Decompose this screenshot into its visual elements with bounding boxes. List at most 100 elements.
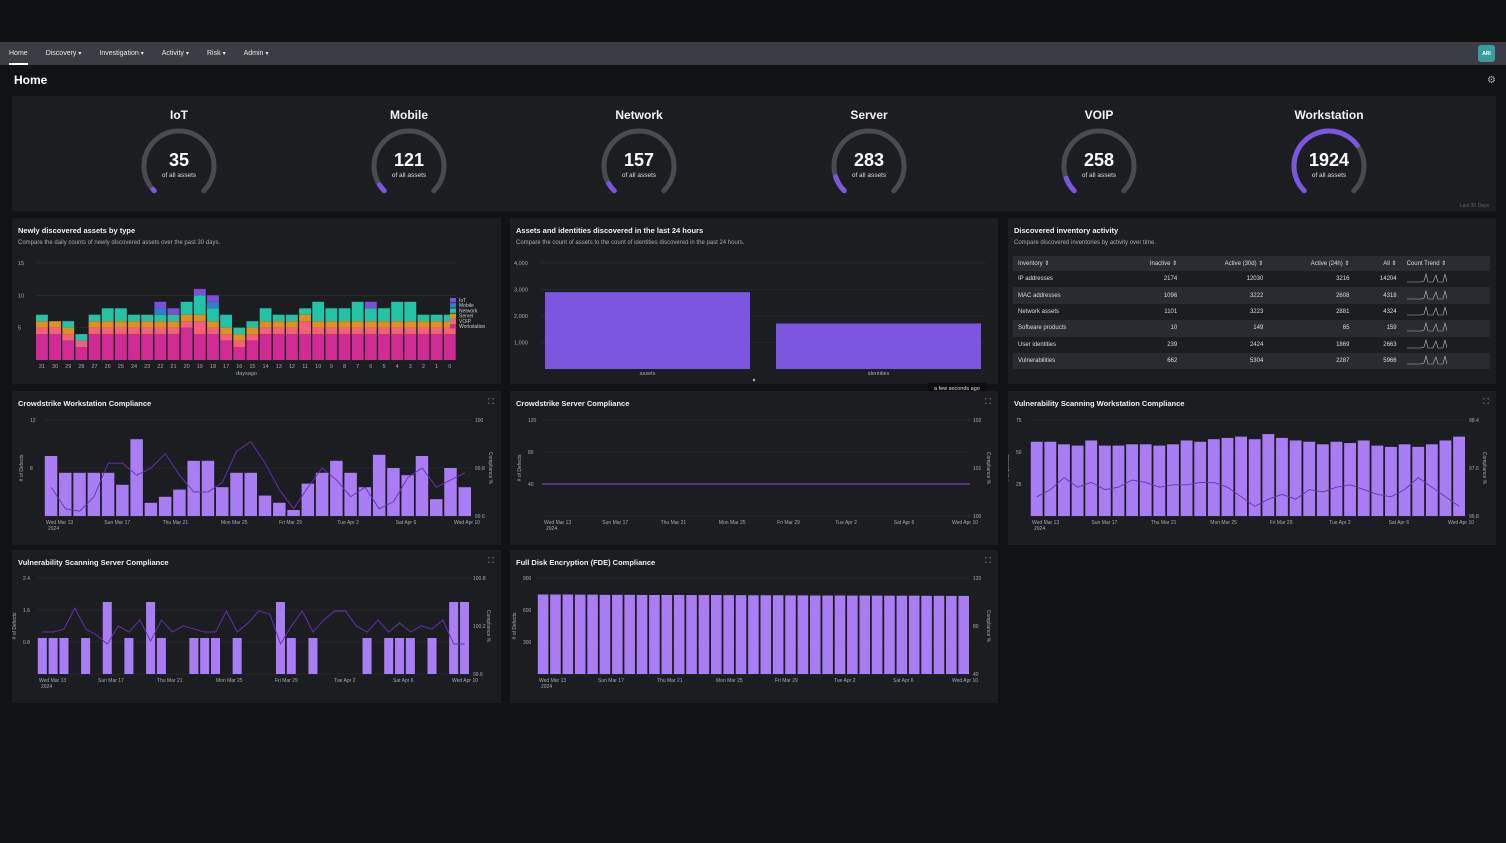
column-header[interactable]: Count Trend ⇕ bbox=[1401, 256, 1490, 271]
bar-segment bbox=[391, 334, 404, 360]
y2-tick-label: 80 bbox=[973, 624, 979, 630]
x-tick-label: Fri Mar 29 bbox=[1270, 520, 1293, 526]
bar-segment bbox=[338, 321, 351, 328]
x-tick-label: Wed Apr 10 bbox=[952, 678, 978, 684]
column-header[interactable]: Active (24h) ⇕ bbox=[1268, 256, 1355, 271]
nav-investigation[interactable]: Investigation ▾ bbox=[99, 42, 143, 65]
nav-home[interactable]: Home bbox=[9, 42, 28, 65]
bar-segment bbox=[193, 288, 206, 296]
x-tick-label: Wed Apr 10 bbox=[454, 520, 480, 526]
gauge-track bbox=[1061, 128, 1137, 194]
expand-icon[interactable]: ⛶ bbox=[488, 397, 494, 406]
asset-gauges-panel: IoT 35 of all assets Mobile 121 of all assets… bbox=[12, 96, 1496, 211]
bar bbox=[1139, 444, 1152, 516]
nav-discovery[interactable]: Discovery ▾ bbox=[46, 42, 82, 65]
bar bbox=[537, 594, 549, 674]
bar-segment bbox=[272, 334, 285, 360]
gauge-fill bbox=[1291, 128, 1360, 194]
gauge-value: 283 bbox=[853, 150, 885, 170]
bar-segment bbox=[193, 334, 206, 360]
nav-risk[interactable]: Risk ▾ bbox=[207, 42, 226, 65]
expand-icon[interactable]: ⛶ bbox=[985, 397, 991, 406]
bar bbox=[871, 595, 883, 674]
bar-segment bbox=[193, 321, 206, 335]
expand-icon[interactable]: ⛶ bbox=[1483, 397, 1489, 406]
x-tick-label: 25 bbox=[118, 364, 124, 370]
expand-icon[interactable]: ⛶ bbox=[985, 556, 991, 565]
bar bbox=[1044, 441, 1057, 516]
tick-label: 40 bbox=[528, 482, 534, 488]
user-avatar[interactable]: ARI bbox=[1478, 45, 1495, 62]
bar-segment bbox=[49, 321, 62, 328]
table-row[interactable]: MAC addresses 1096 3222 2608 4318 bbox=[1013, 287, 1490, 304]
bar bbox=[384, 638, 394, 674]
table-row[interactable]: Network assets 1101 3223 2881 4324 bbox=[1013, 304, 1490, 320]
table-cell: 2881 bbox=[1336, 308, 1350, 315]
gauge-workstation[interactable]: Workstation 1924 of all assets bbox=[1214, 96, 1444, 211]
x-tick-label: Sun Mar 17 bbox=[104, 520, 130, 526]
bar-segment bbox=[62, 327, 75, 335]
bar bbox=[405, 638, 415, 674]
nav-admin-label: Admin bbox=[243, 50, 264, 57]
expand-icon[interactable]: ⛶ bbox=[488, 556, 494, 565]
x-tick-label: 13 bbox=[276, 364, 282, 370]
table-cell: 2424 bbox=[1249, 341, 1264, 348]
bar bbox=[612, 594, 623, 674]
bar-segment bbox=[285, 314, 298, 322]
column-header[interactable]: Inventory ⇕ bbox=[1013, 256, 1117, 271]
tick-label: 5 bbox=[18, 326, 21, 332]
nav-activity[interactable]: Activity ▾ bbox=[162, 42, 189, 65]
gauge-voip[interactable]: VOIP 258 of all assets bbox=[984, 96, 1214, 211]
table-row[interactable]: Vulnerabilities 662 5304 2287 5966 bbox=[1013, 352, 1490, 370]
count-trend-sparkline bbox=[1401, 352, 1490, 370]
gauge-network[interactable]: Network 157 of all assets bbox=[524, 96, 754, 211]
nav-admin[interactable]: Admin ▾ bbox=[244, 42, 269, 65]
bar-segment bbox=[207, 295, 219, 302]
bar-segment bbox=[312, 327, 325, 335]
bar-segment bbox=[338, 334, 351, 360]
bar bbox=[415, 456, 429, 516]
x-tick-label: 2024 bbox=[48, 526, 59, 532]
panel-title: Full Disk Encryption (FDE) Compliance bbox=[516, 558, 656, 567]
column-header[interactable]: Inactive ⇕ bbox=[1116, 256, 1183, 271]
x-tick-label: Thu Mar 21 bbox=[661, 520, 687, 526]
table-cell: 662 bbox=[1116, 352, 1183, 370]
column-header[interactable]: All ⇕ bbox=[1354, 256, 1402, 271]
gauge-iot[interactable]: IoT 35 of all assets bbox=[64, 96, 294, 211]
bar bbox=[200, 638, 210, 674]
x-tick-label: Sun Mar 17 bbox=[598, 678, 624, 684]
gauge-mobile[interactable]: Mobile 121 of all assets bbox=[294, 96, 524, 211]
panel-subtitle: Compare the count of assets to the count… bbox=[516, 240, 745, 246]
bar bbox=[776, 323, 981, 369]
bar bbox=[301, 483, 315, 516]
y2-axis-label: Compliance % bbox=[985, 452, 991, 485]
bar bbox=[1425, 444, 1438, 516]
table-row[interactable]: Software products 10 149 65 159 bbox=[1013, 320, 1490, 337]
tick-label: 120 bbox=[528, 418, 537, 424]
gauge-server[interactable]: Server 283 of all assets bbox=[754, 96, 984, 211]
gauge-title: Server bbox=[850, 108, 888, 122]
y2-tick-label: 120 bbox=[973, 576, 982, 582]
bar-segment bbox=[338, 327, 351, 335]
bar-segment bbox=[154, 301, 167, 309]
bar bbox=[59, 472, 72, 516]
x-tick-label: Fri Mar 29 bbox=[279, 520, 302, 526]
x-tick-label: 14 bbox=[263, 364, 269, 370]
bar bbox=[1180, 440, 1193, 516]
table-row[interactable]: User identities 239 2424 1869 2663 bbox=[1013, 337, 1490, 353]
bar bbox=[1371, 445, 1384, 516]
y2-tick-label: 99.6 bbox=[475, 514, 485, 520]
bar bbox=[711, 595, 722, 674]
x-tick-label: Sat Apr 6 bbox=[894, 520, 915, 526]
bar bbox=[1385, 446, 1397, 516]
bar-segment bbox=[154, 308, 167, 315]
bar bbox=[330, 460, 343, 516]
column-header[interactable]: Active (30d) ⇕ bbox=[1182, 256, 1269, 271]
table-row[interactable]: IP addresses 2174 12030 3216 14204 bbox=[1013, 271, 1490, 287]
legend-swatch bbox=[450, 324, 456, 329]
table-cell: Software products bbox=[1013, 320, 1117, 337]
gear-icon[interactable]: ⚙ bbox=[1487, 75, 1496, 86]
bar-segment bbox=[417, 334, 430, 360]
bar-segment bbox=[272, 314, 285, 322]
x-tick-label: 2024 bbox=[1034, 526, 1045, 532]
